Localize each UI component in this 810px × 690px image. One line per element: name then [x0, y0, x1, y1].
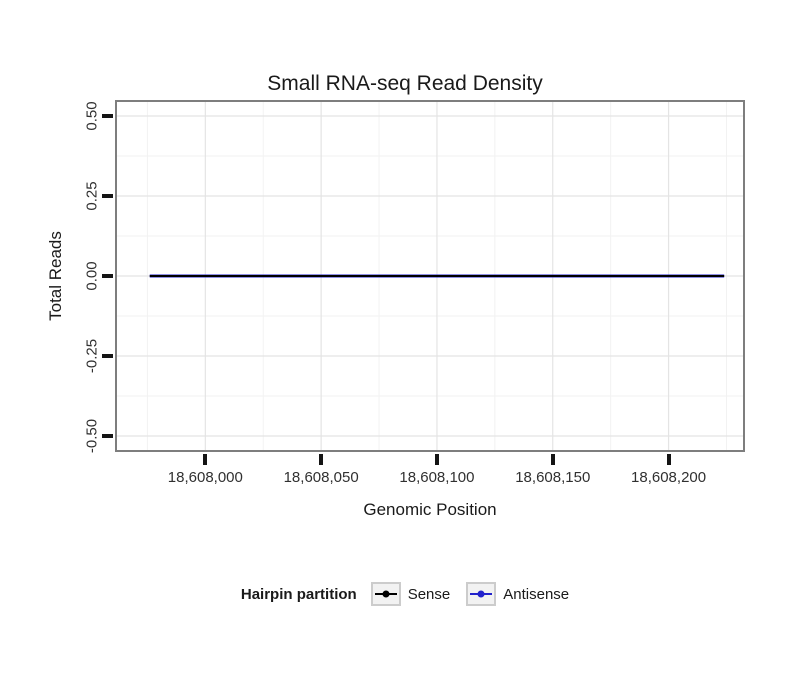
legend-key-dot [382, 590, 390, 598]
plot-canvas [115, 100, 745, 452]
y-tick-mark [102, 434, 113, 438]
y-tick-label: 0.50 [83, 101, 101, 131]
legend-key-antisense [466, 582, 497, 606]
x-tick-mark [319, 454, 324, 465]
x-tick-mark [666, 454, 671, 465]
x-tick-mark [550, 454, 555, 465]
x-tick-label: 18,608,100 [399, 469, 475, 486]
chart-title: Small RNA-seq Read Density [267, 72, 543, 95]
y-tick-mark [102, 274, 113, 278]
x-tick-label: 18,608,200 [631, 469, 707, 486]
legend-label: Antisense [503, 585, 570, 603]
x-tick-mark [203, 454, 208, 465]
plot-panel [115, 100, 745, 452]
x-tick-label: 18,608,050 [283, 469, 359, 486]
legend-entry-antisense: Antisense [466, 582, 569, 606]
legend-title: Hairpin partition [240, 585, 357, 603]
y-axis-title: Total Reads [46, 231, 65, 321]
y-tick-mark [102, 114, 113, 118]
y-tick-mark [102, 194, 113, 198]
x-tick-mark [434, 454, 439, 465]
legend-key-sense [370, 582, 401, 606]
legend: Hairpin partition Sense Antisense [0, 582, 810, 606]
legend-label: Sense [407, 585, 451, 603]
x-tick-label: 18,608,000 [167, 469, 243, 486]
legend-entries: Sense Antisense [370, 582, 569, 606]
y-tick-label: 0.00 [83, 261, 101, 291]
x-tick-label: 18,608,150 [515, 469, 591, 486]
y-tick-label: -0.50 [83, 418, 101, 454]
legend-key-dot [477, 590, 485, 598]
y-tick-mark [102, 354, 113, 358]
y-tick-label: 0.25 [83, 181, 101, 211]
x-axis-title: Genomic Position [363, 500, 497, 519]
y-tick-label: -0.25 [83, 338, 101, 374]
legend-entry-sense: Sense [370, 582, 451, 606]
